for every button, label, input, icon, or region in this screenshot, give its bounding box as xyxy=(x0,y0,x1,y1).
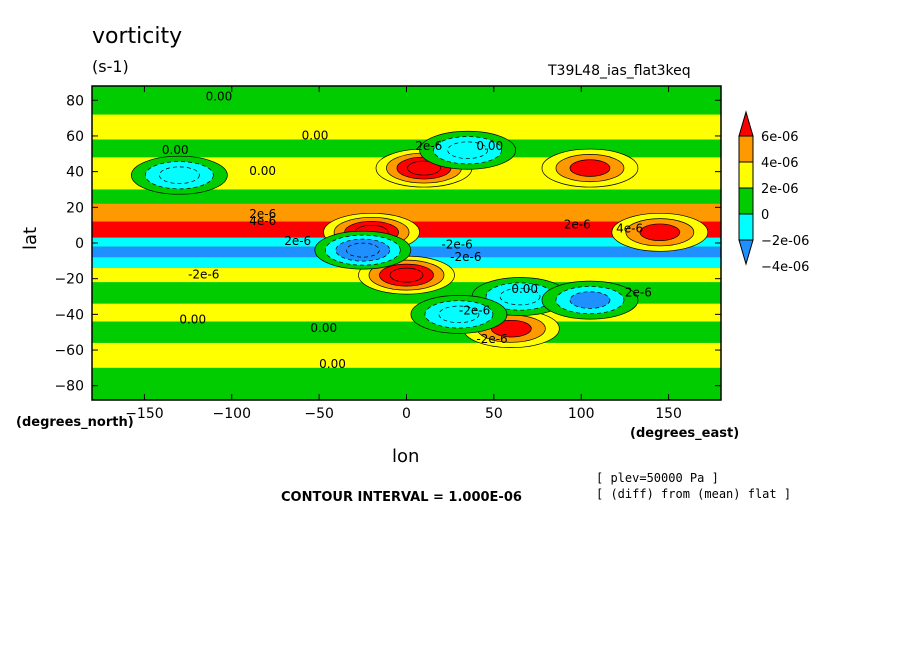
x-tick-label: −50 xyxy=(304,406,334,422)
y-tick-label: −80 xyxy=(54,379,84,395)
colorbar-label: 0 xyxy=(761,208,769,223)
contour-label: 0.00 xyxy=(310,321,337,335)
colorbar: 6e-06 4e-06 2e-06 0 −2e-06 −4e-06 xyxy=(738,110,809,275)
field-contour xyxy=(159,166,200,184)
y-axis-label: lat xyxy=(20,226,41,250)
field-band xyxy=(92,189,721,204)
y-axis: 80 60 40 20 0 −20 −40 −60 −80 xyxy=(54,93,721,395)
field-contour xyxy=(569,159,611,177)
field-contour xyxy=(499,287,541,306)
contour-label: 2e-6 xyxy=(564,218,591,232)
difference-note: [ (diff) from (mean) flat ] xyxy=(596,487,792,501)
contour-label: 4e-6 xyxy=(249,214,276,228)
x-axis-label: lon xyxy=(392,446,420,467)
contour-label: 0.00 xyxy=(302,129,329,143)
y-units-label: (degrees_north) xyxy=(16,415,134,430)
x-tick-label: 0 xyxy=(402,406,411,422)
field-contour xyxy=(447,141,489,159)
contour-label: 0.00 xyxy=(206,89,233,103)
x-tick-label: −100 xyxy=(213,406,251,422)
y-tick-label: 60 xyxy=(66,129,84,145)
x-tick-label: 150 xyxy=(655,406,682,422)
contour-label: 0.00 xyxy=(179,312,206,326)
field-contour xyxy=(407,160,441,176)
pressure-level-note: [ plev=50000 Pa ] xyxy=(596,471,719,485)
contour-label: 4e-6 xyxy=(616,221,643,235)
y-tick-label: −40 xyxy=(54,307,84,323)
colorbar-top-arrow xyxy=(738,110,754,137)
colorbar-label: −4e-06 xyxy=(761,260,809,275)
contour-label: 2e-6 xyxy=(415,139,442,153)
field-band xyxy=(92,114,721,140)
y-tick-label: 40 xyxy=(66,165,84,181)
y-tick-label: 0 xyxy=(75,236,84,252)
y-tick-label: −20 xyxy=(54,272,84,288)
field-contour xyxy=(438,305,480,324)
units-label: (s-1) xyxy=(92,57,129,76)
field-contour xyxy=(345,242,380,258)
colorbar-label: −2e-06 xyxy=(761,234,809,249)
contour-label: -2e-6 xyxy=(459,303,490,317)
colorbar-label: 4e-06 xyxy=(761,156,799,171)
chart-title: vorticity xyxy=(92,24,183,49)
contour-label: 2e-6 xyxy=(249,207,276,221)
colorbar-segment xyxy=(738,135,754,163)
x-tick-label: 50 xyxy=(485,406,503,422)
field-band xyxy=(92,321,721,343)
vorticity-field xyxy=(92,86,721,400)
x-tick-label: −150 xyxy=(125,406,163,422)
contour-label: 0.00 xyxy=(249,164,276,178)
field-band xyxy=(92,203,721,222)
colorbar-segment xyxy=(738,161,754,189)
contour-label: -2e-6 xyxy=(450,250,481,264)
colorbar-segment xyxy=(738,187,754,215)
contour-label: 0.00 xyxy=(476,139,503,153)
x-axis: −150 −100 −50 0 50 100 150 xyxy=(125,86,682,422)
field-contour xyxy=(389,267,424,283)
contour-label: -2e-6 xyxy=(188,268,219,282)
contour-label: 0.00 xyxy=(162,143,189,157)
contour-label: 0.00 xyxy=(511,282,538,296)
colorbar-label: 6e-06 xyxy=(761,130,799,145)
contour-label: -2e-6 xyxy=(476,332,507,346)
field-contour xyxy=(639,223,681,241)
contour-label: 2e-6 xyxy=(625,286,652,300)
y-tick-label: 80 xyxy=(66,93,84,109)
contour-label: 0.00 xyxy=(319,357,346,371)
colorbar-label: 2e-06 xyxy=(761,182,799,197)
y-tick-label: −60 xyxy=(54,343,84,359)
field-contour xyxy=(569,291,611,309)
x-tick-label: 100 xyxy=(568,406,595,422)
contour-interval-note: CONTOUR INTERVAL = 1.000E-06 xyxy=(281,490,522,505)
x-units-label: (degrees_east) xyxy=(630,426,740,441)
field-band xyxy=(92,342,721,368)
y-tick-label: 20 xyxy=(66,200,84,216)
dataset-label: T39L48_ias_flat3keq xyxy=(548,63,691,79)
contour-label: 2e-6 xyxy=(284,234,311,248)
contour-labels: 0.00 0.00 0.00 0.00 0.00 0.00 0.00 0.00 0.00 2e-6… xyxy=(162,89,652,371)
colorbar-bottom-arrow xyxy=(738,239,754,266)
colorbar-segment xyxy=(738,213,754,241)
contour-label: -2e-6 xyxy=(441,237,472,251)
